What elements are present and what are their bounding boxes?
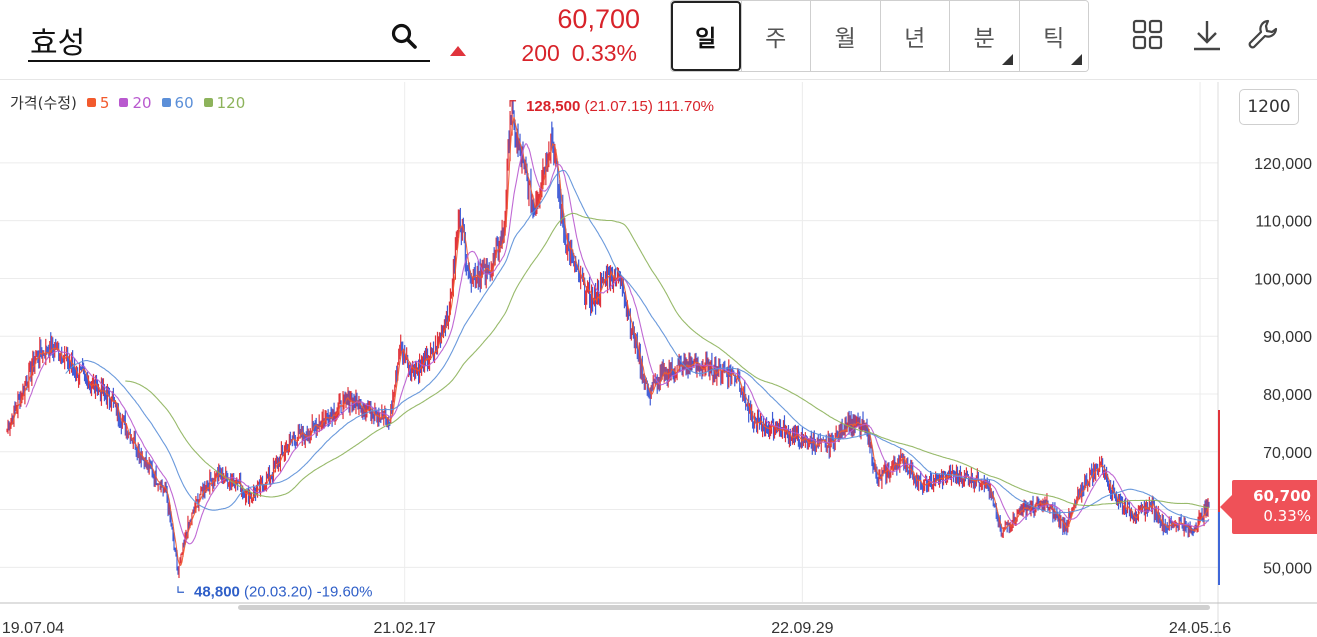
ma20-line [25, 142, 1210, 545]
y-tick-label: 120,000 [1254, 156, 1312, 173]
dropdown-corner-icon [1001, 54, 1013, 65]
period-tab-5[interactable]: 틱 [1018, 1, 1088, 71]
period-tab-label: 일 [695, 26, 717, 52]
low-marker-icon [177, 586, 185, 593]
legend-swatch [86, 98, 96, 107]
y-tick-label: 80,000 [1263, 387, 1312, 404]
ma5-line [10, 116, 1210, 567]
x-tick-label: 22.09.29 [771, 620, 833, 637]
period-tab-0[interactable]: 일 [671, 1, 741, 71]
price-change: 200 0.33% [521, 40, 637, 67]
legend-item-ma5: 5 [86, 93, 110, 112]
legend-item-ma120: 120 [203, 93, 246, 112]
candles-group [6, 100, 1210, 579]
y-tick-label: 50,000 [1263, 560, 1312, 577]
change-value: 200 [521, 40, 560, 66]
period-tab-label: 틱 [1043, 26, 1065, 52]
period-tab-1[interactable]: 주 [740, 1, 810, 71]
horizontal-scrollbar [238, 605, 1210, 610]
y-tick-label: 110,000 [1255, 214, 1312, 231]
legend-label: 120 [216, 93, 246, 112]
y-tick-label: 100,000 [1254, 271, 1312, 288]
legend-item-ma20: 20 [119, 93, 152, 112]
legend-label: 60 [174, 93, 194, 112]
current-price-tag: 60,700 0.33% [1220, 480, 1317, 534]
stock-name: 효성 [30, 26, 86, 61]
x-tick-label: 24.05.16 [1169, 620, 1231, 637]
annotation-detail: (21.07.15) 111.70% [580, 98, 714, 115]
period-tab-label: 주 [765, 26, 787, 52]
ma60-line [65, 169, 1209, 522]
price-chart[interactable]: 120,000 110,000 100,000 90,000 80,000 70,000 6… [0, 82, 1317, 637]
chart-legend: 가격(수정) 5 20 60 120 [10, 92, 245, 113]
header-bar: 효성 60,700 200 0.33% 일 주 월 년 분 틱 [0, 0, 1317, 80]
annotation-detail: (20.03.20) -19.60% [240, 583, 373, 600]
bar-count-button[interactable]: 1200 [1239, 89, 1299, 125]
legend-price-label: 가격(수정) [10, 94, 77, 112]
download-icon[interactable] [1190, 18, 1224, 52]
high-marker-icon [509, 100, 517, 107]
legend-label: 20 [132, 93, 152, 112]
annotation-price: 48,800 [194, 583, 240, 600]
legend-item-ma60: 60 [161, 93, 194, 112]
x-tick-label: 21.02.17 [374, 620, 436, 637]
low-annotation: 48,800 (20.03.20) -19.60% [194, 583, 372, 600]
period-tab-label: 분 [973, 26, 995, 52]
legend-swatch [119, 98, 129, 107]
current-price-tag-pct: 0.33% [1263, 507, 1311, 525]
high-annotation: 128,500 (21.07.15) 111.70% [526, 98, 714, 115]
wrench-icon[interactable] [1246, 18, 1280, 52]
ma120-line [125, 212, 1210, 509]
price-up-arrow-icon [450, 46, 466, 56]
period-tab-4[interactable]: 분 [949, 1, 1019, 71]
stock-search-box[interactable]: 효성 [28, 10, 430, 62]
legend-label: 5 [99, 93, 110, 112]
period-tab-3[interactable]: 년 [879, 1, 949, 71]
period-tab-label: 월 [834, 26, 856, 52]
x-tick-label: 19.07.04 [2, 620, 64, 637]
grid-layout-icon[interactable] [1131, 18, 1165, 52]
chart-area[interactable]: 120,000 110,000 100,000 90,000 80,000 70,000 6… [0, 82, 1317, 637]
annotation-price: 128,500 [526, 98, 580, 115]
y-tick-label: 90,000 [1263, 329, 1312, 346]
legend-swatch [203, 98, 213, 107]
dropdown-corner-icon [1071, 54, 1082, 65]
y-tick-label: 70,000 [1263, 445, 1312, 462]
period-tab-label: 년 [904, 26, 926, 52]
current-price-tag-value: 60,700 [1253, 487, 1311, 505]
search-icon[interactable] [390, 22, 418, 50]
legend-swatch [161, 98, 171, 107]
period-tab-2[interactable]: 월 [810, 1, 880, 71]
change-percent: 0.33% [571, 40, 637, 66]
current-price: 60,700 [557, 4, 640, 34]
